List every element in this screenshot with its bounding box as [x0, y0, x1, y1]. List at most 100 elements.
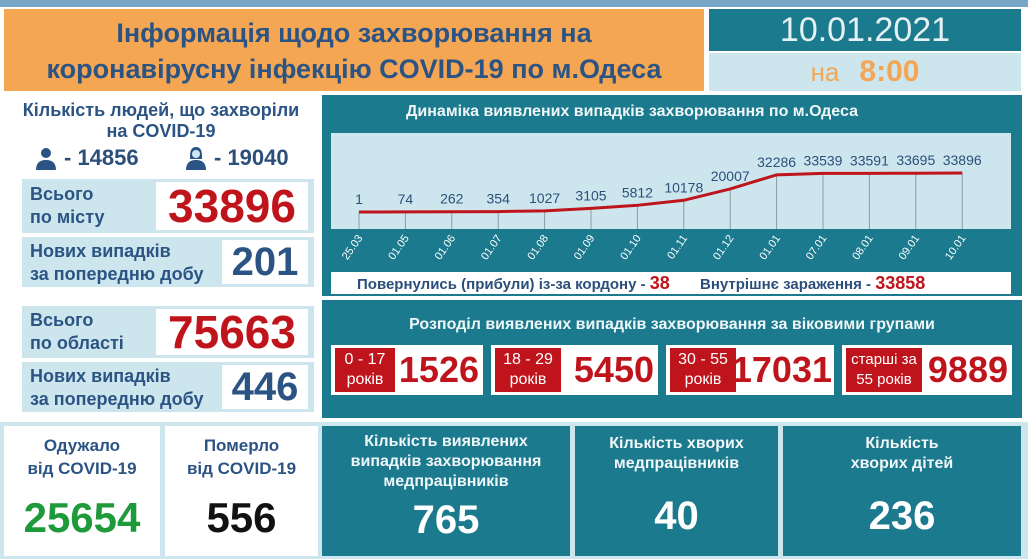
label-l2: по місту: [30, 207, 105, 227]
series-line: [358, 171, 963, 214]
region-total-box: Всього по області 75663: [22, 306, 314, 358]
recovered-value: 25654: [23, 494, 141, 541]
data-label: 33539: [804, 152, 843, 168]
data-label: 33896: [943, 152, 982, 168]
label-l1: Кількість хворих: [609, 435, 744, 452]
label-l2: випадків захворювання: [350, 453, 542, 470]
x-tick-label: 01.08: [525, 233, 551, 262]
x-tick-label: 01.07: [479, 233, 505, 262]
children-value: 236: [868, 494, 936, 538]
label-l2: за попередню добу: [30, 389, 204, 409]
city-total-box: Всього по місту 33896: [22, 179, 314, 233]
age-tag: 0 - 17 років: [335, 348, 395, 392]
x-tick-label: 01.01: [757, 233, 783, 262]
city-panel: Кількість людей, що захворіли на COVID-1…: [4, 95, 318, 293]
x-tick-label: 01.10: [618, 233, 644, 262]
label-l2: за попередню добу: [30, 264, 204, 284]
medics-cases-card: Кількість виявлених випадків захворювання…: [322, 426, 570, 556]
city-total-value: 33896: [156, 182, 308, 230]
data-label: 1027: [529, 190, 560, 206]
city-new-label: Нових випадків за попередню добу: [30, 240, 203, 286]
city-title-1: Кількість людей, що захворіли: [22, 100, 300, 120]
age-l2: років: [346, 371, 384, 388]
data-label: 20007: [711, 168, 750, 184]
female-count: - 19040: [184, 145, 289, 171]
title-line-1: Інформація щодо захворювання на: [116, 18, 592, 48]
label-l3: медпрацівників: [383, 473, 509, 490]
label-l2: від COVID-19: [186, 459, 297, 478]
label-l1: Нових випадків: [30, 241, 171, 261]
male-count: - 14856: [34, 145, 139, 171]
chart-title: Динаміка виявлених випадків захворювання…: [406, 103, 858, 120]
x-tick-label: 07.01: [804, 233, 830, 262]
x-tick-label: 01.11: [665, 233, 690, 262]
age-value: 1526: [398, 349, 479, 390]
city-new-box: Нових випадків за попередню добу 201: [22, 237, 314, 287]
data-label: 32286: [757, 154, 796, 170]
time-value: 8:00: [859, 55, 920, 88]
age-value: 9889: [927, 349, 1008, 390]
children-card: Кількість хворих дітей 236: [783, 426, 1021, 556]
man-icon: [36, 148, 56, 170]
x-tick-label: 01.05: [386, 233, 412, 262]
died-card: Померло від COVID-19 556: [165, 426, 318, 556]
data-label: 1: [355, 191, 363, 207]
city-title: Кількість людей, що захворіли на COVID-1…: [4, 100, 318, 142]
page-title: Інформація щодо захворювання на коронаві…: [4, 9, 704, 91]
data-label: 33695: [896, 152, 935, 168]
medics-cases-value: 765: [412, 498, 480, 542]
age-value: 17031: [731, 349, 832, 390]
x-tick-label: 10.01: [943, 233, 969, 262]
recovered-card: Одужало від COVID-19 25654: [4, 426, 160, 556]
returned-value: 38: [649, 273, 670, 293]
x-tick-label: 09.01: [897, 233, 923, 262]
medics-sick-value: 40: [654, 494, 699, 538]
label-l1: Всього: [30, 184, 94, 204]
died-label: Померло від COVID-19: [165, 434, 318, 480]
age-value: 5450: [573, 349, 654, 390]
data-label: 33591: [850, 152, 889, 168]
time-prefix: на: [810, 57, 840, 87]
children-label: Кількість хворих дітей: [783, 434, 1021, 474]
label-l2: від COVID-19: [27, 459, 137, 478]
x-tick-label: 25.03: [340, 233, 366, 262]
report-time: на 8:00: [709, 53, 1021, 91]
internal-value: 33858: [875, 273, 926, 293]
recovered-label: Одужало від COVID-19: [4, 434, 160, 480]
city-total-label: Всього по місту: [30, 183, 104, 229]
age-l1: 30 - 55: [678, 351, 728, 368]
age-l1: старші за: [851, 351, 917, 368]
age-l1: 0 - 17: [344, 351, 386, 368]
x-tick-label: 01.06: [433, 233, 459, 262]
age-group-0-17: 0 - 17 років 1526: [331, 345, 483, 395]
internal-label: Внутрішнє зараження -: [700, 276, 872, 293]
medics-sick-label: Кількість хворих медпрацівників: [575, 434, 778, 474]
data-label: 354: [487, 191, 511, 207]
label-l2: хворих дітей: [850, 455, 954, 472]
male-value: - 14856: [64, 145, 139, 170]
age-l2: років: [684, 371, 722, 388]
woman-icon: [186, 147, 206, 170]
region-total-label: Всього по області: [30, 309, 124, 355]
label-l1: Кількість виявлених: [364, 433, 528, 450]
data-label: 10178: [664, 179, 703, 195]
label-l1: Кількість: [865, 435, 939, 452]
age-group-30-55: 30 - 55 років 17031: [666, 345, 834, 395]
x-tick-label: 08.01: [850, 233, 876, 262]
age-group-18-29: 18 - 29 років 5450: [491, 345, 658, 395]
data-label: 262: [440, 191, 464, 207]
region-new-value: 446: [222, 365, 308, 409]
label-l1: Одужало: [43, 436, 121, 455]
region-new-box: Нових випадків за попередню добу 446: [22, 362, 314, 412]
age-group-55-plus: старші за 55 років 9889: [842, 345, 1012, 395]
city-title-2: на COVID-19: [106, 121, 216, 141]
age-title: Розподіл виявлених випадків захворювання…: [409, 316, 935, 333]
age-tag: 18 - 29 років: [495, 348, 561, 392]
report-date: 10.01.2021: [709, 9, 1021, 51]
region-total-value: 75663: [156, 309, 308, 355]
title-line-2: коронавірусну інфекцію COVID-19 по м.Оде…: [46, 54, 662, 84]
region-new-label: Нових випадків за попередню добу: [30, 365, 203, 411]
age-l1: 18 - 29: [503, 351, 553, 368]
data-label: 3105: [575, 187, 606, 203]
label-l1: Всього: [30, 310, 94, 330]
